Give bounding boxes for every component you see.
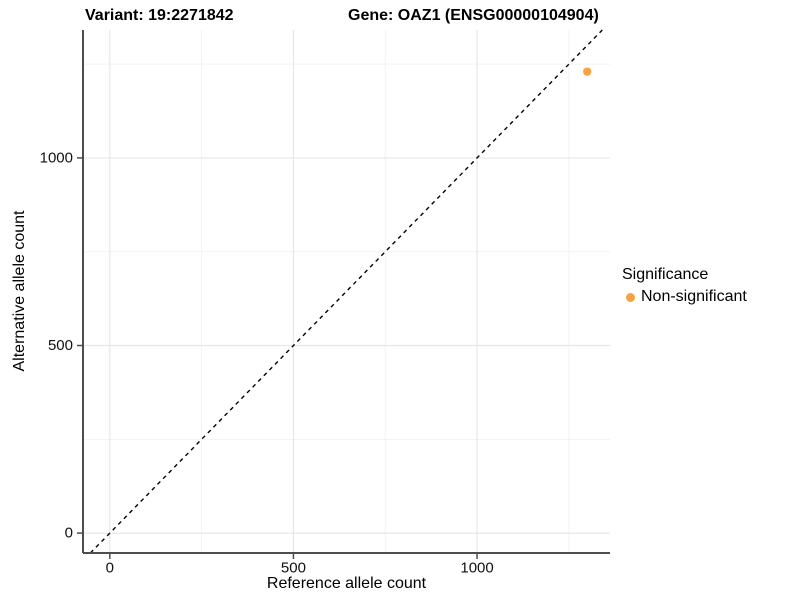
y-tick-label: 0 bbox=[65, 525, 73, 542]
x-tick-label: 1000 bbox=[460, 559, 493, 576]
plot-title-variant: Variant: 19:2271842 bbox=[85, 7, 234, 24]
identity-dashed-line bbox=[89, 29, 603, 554]
legend: Significance Non-significant bbox=[622, 266, 747, 306]
plot-title-gene: Gene: OAZ1 (ENSG00000104904) bbox=[348, 7, 599, 24]
x-tick-label: 500 bbox=[281, 559, 306, 576]
x-axis-title: Reference allele count bbox=[266, 575, 427, 592]
legend-point-icon bbox=[626, 292, 635, 302]
y-tick-label: 500 bbox=[48, 337, 73, 354]
legend-title: Significance bbox=[622, 266, 709, 283]
legend-item-non-significant: Non-significant bbox=[622, 288, 747, 306]
y-tick-label: 1000 bbox=[40, 149, 73, 166]
data-point bbox=[583, 67, 592, 76]
x-tick-label: 0 bbox=[106, 559, 114, 576]
legend-item-label: Non-significant bbox=[641, 288, 747, 305]
y-axis-title: Alternative allele count bbox=[11, 210, 28, 372]
